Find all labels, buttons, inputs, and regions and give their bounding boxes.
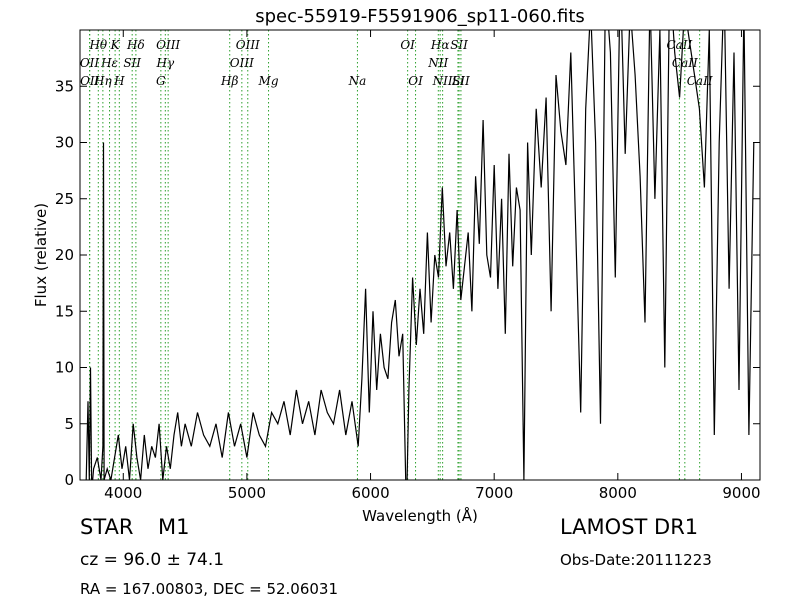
axes: 4000 5000 6000 7000 8000 9000 0 5 10 15 20 25 30 35: [55, 30, 761, 502]
spectral-line-label: OIII: [236, 38, 260, 52]
spectral-line-label: Hη: [93, 74, 112, 88]
y-tick-label: 15: [55, 302, 74, 320]
spectral-line-label: Mg: [258, 74, 279, 88]
spectral-line-label: SII: [452, 74, 470, 88]
spectral-line-label: NII: [432, 74, 453, 88]
spectral-line-label: G: [156, 74, 166, 88]
spectral-line-label: OI: [400, 38, 415, 52]
spectral-line-label: Hε: [100, 56, 118, 70]
y-axis-label: Flux (relative): [32, 203, 50, 307]
y-tick-label: 10: [55, 359, 74, 377]
spectral-line-label: CaII: [672, 56, 698, 70]
spectral-line-label: Hα: [430, 38, 450, 52]
y-tick-label: 30: [55, 134, 74, 152]
redshift: cz = 96.0 ± 74.1: [80, 550, 224, 570]
spectral-line-label: CaII: [666, 38, 692, 52]
y-tick-label: 25: [55, 190, 74, 208]
spectral-line-label: NII: [427, 56, 448, 70]
spectral-line-label: OIII: [156, 38, 180, 52]
spectral-line-label: SII: [450, 38, 468, 52]
survey: LAMOST DR1: [560, 515, 698, 539]
spectral-line-label: K: [110, 38, 121, 52]
spectral-line-label: Hγ: [155, 56, 174, 70]
spectral-line-label: CaII: [687, 74, 713, 88]
x-axis-label: Wavelength (Å): [362, 506, 478, 525]
x-tick-label: 8000: [599, 484, 637, 502]
subclass: M1: [158, 515, 189, 539]
x-tick-label: 4000: [104, 484, 142, 502]
chart-title: spec-55919-F5591906_sp11-060.fits: [255, 6, 585, 27]
y-tick-label: 5: [64, 415, 74, 433]
spectral-line-label: Hθ: [88, 38, 107, 52]
x-tick-label: 9000: [722, 484, 760, 502]
spectral-line-label: OII: [80, 74, 100, 88]
spectrum: [85, 30, 755, 480]
object-class: STAR: [80, 515, 133, 539]
spectral-line-label: Hβ: [220, 74, 238, 88]
x-tick-label: 7000: [475, 484, 513, 502]
spectral-line-label: Li: [451, 74, 464, 88]
spectral-line-label: Na: [348, 74, 367, 88]
x-tick-label: 5000: [228, 484, 266, 502]
coordinates: RA = 167.00803, DEC = 52.06031: [80, 580, 338, 598]
spectral-line-label: H: [113, 74, 125, 88]
x-tick-label: 6000: [351, 484, 389, 502]
spectral-line-label: SII: [123, 56, 141, 70]
y-tick-label: 35: [55, 77, 74, 95]
spectral-line-label: OI: [408, 74, 423, 88]
y-tick-label: 20: [55, 246, 74, 264]
spectral-line-label: Hδ: [126, 38, 145, 52]
spectral-line-label: OIII: [230, 56, 254, 70]
obs-date: Obs-Date:20111223: [560, 551, 712, 569]
y-tick-label: 0: [64, 471, 74, 489]
plot-area: [85, 30, 755, 480]
